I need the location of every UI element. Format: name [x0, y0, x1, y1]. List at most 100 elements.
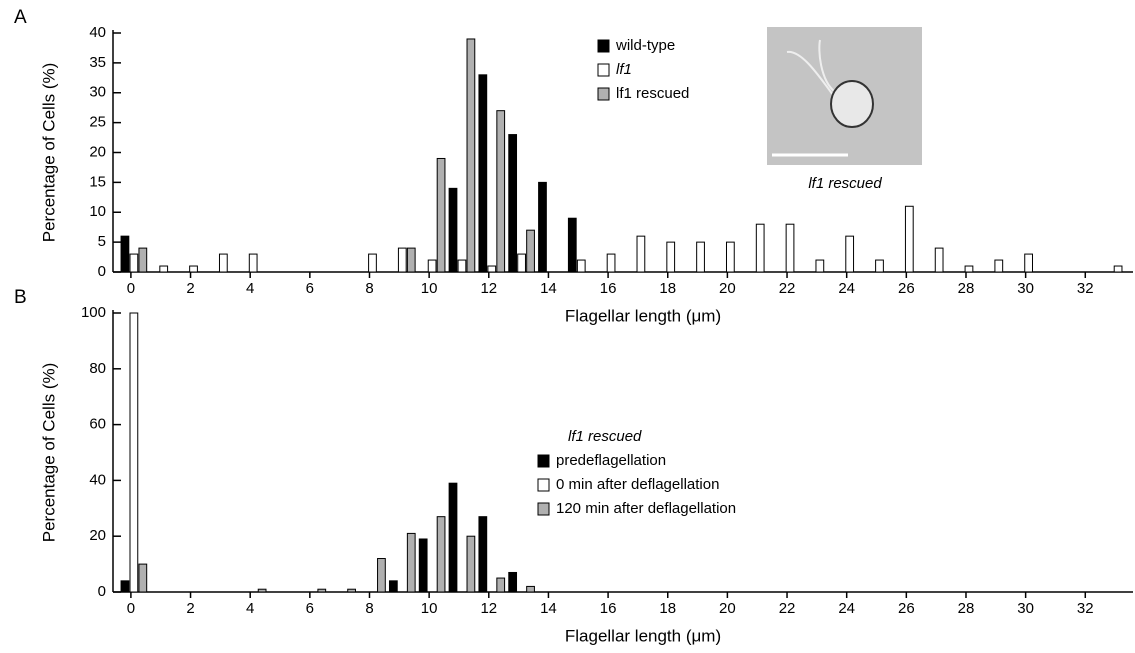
y-tick-label: 100 — [81, 304, 106, 321]
x-tick-label: 16 — [600, 280, 617, 297]
flagella — [786, 39, 836, 96]
x-tick-label: 6 — [306, 600, 314, 617]
panel-label: A — [14, 7, 27, 28]
bar — [436, 516, 446, 593]
bar — [448, 187, 458, 273]
bar — [508, 571, 518, 593]
bar — [120, 580, 130, 593]
x-tick-label: 6 — [306, 280, 314, 297]
bar — [576, 259, 586, 273]
bar — [567, 217, 577, 273]
bar — [845, 235, 855, 273]
legend-swatch — [537, 454, 550, 468]
legend-swatch — [597, 87, 610, 101]
bar — [496, 110, 506, 273]
bar — [725, 241, 735, 273]
bar — [1024, 253, 1033, 273]
y-tick-label: 0 — [98, 583, 106, 600]
y-axis-label: Percentage of Cells (%) — [39, 63, 58, 243]
bar — [406, 532, 416, 593]
bar — [606, 253, 616, 273]
legend-swatch — [597, 63, 610, 77]
x-tick-label: 22 — [779, 600, 796, 617]
x-tick-label: 22 — [779, 280, 796, 297]
bar — [418, 538, 428, 593]
y-tick-label: 10 — [89, 203, 106, 220]
legend-swatch — [537, 502, 550, 516]
inset-caption: lf1 rescued — [808, 175, 882, 192]
bar — [138, 563, 148, 593]
x-axis-label: Flagellar length (μm) — [565, 306, 721, 325]
x-tick-label: 30 — [1017, 280, 1034, 297]
y-tick-label: 40 — [89, 471, 106, 488]
y-tick-label: 5 — [98, 233, 106, 250]
bar — [875, 259, 884, 273]
x-tick-label: 26 — [898, 280, 915, 297]
x-tick-label: 10 — [421, 600, 438, 617]
bar — [755, 223, 765, 273]
bar — [904, 205, 914, 273]
x-tick-label: 18 — [659, 280, 676, 297]
legend-label: 120 min after deflagellation — [556, 500, 736, 517]
bar — [388, 580, 398, 593]
x-tick-label: 18 — [659, 600, 676, 617]
bar — [517, 253, 526, 273]
x-tick-label: 8 — [365, 600, 373, 617]
y-tick-label: 30 — [89, 84, 106, 101]
x-tick-label: 28 — [958, 600, 975, 617]
bar — [538, 181, 547, 273]
bar — [317, 588, 327, 593]
bar — [934, 247, 944, 273]
x-tick-label: 20 — [719, 280, 736, 297]
y-tick-label: 40 — [89, 24, 106, 41]
x-tick-label: 32 — [1077, 280, 1094, 297]
bar — [508, 134, 518, 273]
bar — [666, 241, 676, 273]
y-tick-label: 25 — [89, 114, 106, 131]
inset — [767, 27, 922, 165]
bar — [120, 235, 130, 273]
bar — [466, 38, 476, 273]
x-tick-label: 14 — [540, 280, 557, 297]
legend-label: wild-type — [615, 37, 675, 54]
bar — [159, 265, 169, 273]
bar — [436, 157, 446, 273]
legend-swatch — [597, 39, 610, 53]
x-tick-label: 4 — [246, 600, 254, 617]
x-tick-label: 12 — [480, 600, 497, 617]
x-tick-label: 10 — [421, 280, 438, 297]
x-tick-label: 32 — [1077, 600, 1094, 617]
legend-label: 0 min after deflagellation — [556, 476, 719, 493]
x-tick-label: 12 — [480, 280, 497, 297]
legend-title: lf1 rescued — [568, 428, 642, 445]
x-tick-label: 20 — [719, 600, 736, 617]
x-tick-label: 8 — [365, 280, 373, 297]
legend-label: lf1 rescued — [616, 85, 689, 102]
x-tick-label: 30 — [1017, 600, 1034, 617]
bar — [406, 247, 416, 273]
bar — [994, 259, 1004, 273]
legend-swatch — [537, 478, 550, 492]
bar — [478, 516, 488, 593]
x-tick-label: 0 — [127, 280, 135, 297]
bar — [1113, 265, 1123, 273]
bar — [129, 312, 139, 593]
bar — [636, 235, 646, 273]
bar — [478, 74, 488, 273]
panel-label: B — [14, 287, 27, 308]
y-tick-label: 35 — [89, 54, 106, 71]
x-tick-label: 24 — [838, 600, 855, 617]
bar — [448, 482, 458, 593]
bar — [466, 535, 476, 593]
bar — [347, 588, 356, 593]
x-tick-label: 2 — [186, 600, 194, 617]
bar — [815, 259, 825, 273]
legend-label: predeflagellation — [556, 452, 666, 469]
x-tick-label: 0 — [127, 600, 135, 617]
bar — [248, 253, 258, 273]
x-tick-label: 26 — [898, 600, 915, 617]
y-tick-label: 60 — [89, 416, 106, 433]
y-tick-label: 20 — [89, 527, 106, 544]
bar — [964, 265, 974, 273]
bar — [218, 253, 228, 273]
